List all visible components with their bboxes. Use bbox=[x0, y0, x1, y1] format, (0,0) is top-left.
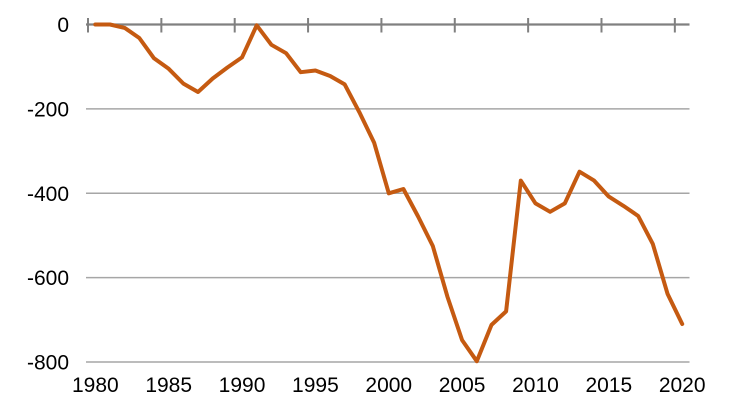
x-axis-label-1985: 1985 bbox=[145, 374, 192, 397]
y-axis-label-0: 0 bbox=[57, 14, 69, 37]
x-axis-label-2015: 2015 bbox=[585, 374, 632, 397]
y-axis-label--600: -600 bbox=[27, 267, 69, 290]
x-axis-label-2005: 2005 bbox=[439, 374, 486, 397]
x-axis-label-2020: 2020 bbox=[659, 374, 706, 397]
y-axis-label--400: -400 bbox=[27, 183, 69, 206]
x-axis-label-2010: 2010 bbox=[512, 374, 559, 397]
series-line-balance bbox=[93, 22, 685, 364]
x-axis-label-1980: 1980 bbox=[72, 374, 119, 397]
x-axis-label-2000: 2000 bbox=[365, 374, 412, 397]
x-axis-label-1990: 1990 bbox=[219, 374, 266, 397]
x-axis-label-1995: 1995 bbox=[292, 374, 339, 397]
y-axis-label--800: -800 bbox=[27, 352, 69, 375]
y-axis-label--200: -200 bbox=[27, 98, 69, 121]
